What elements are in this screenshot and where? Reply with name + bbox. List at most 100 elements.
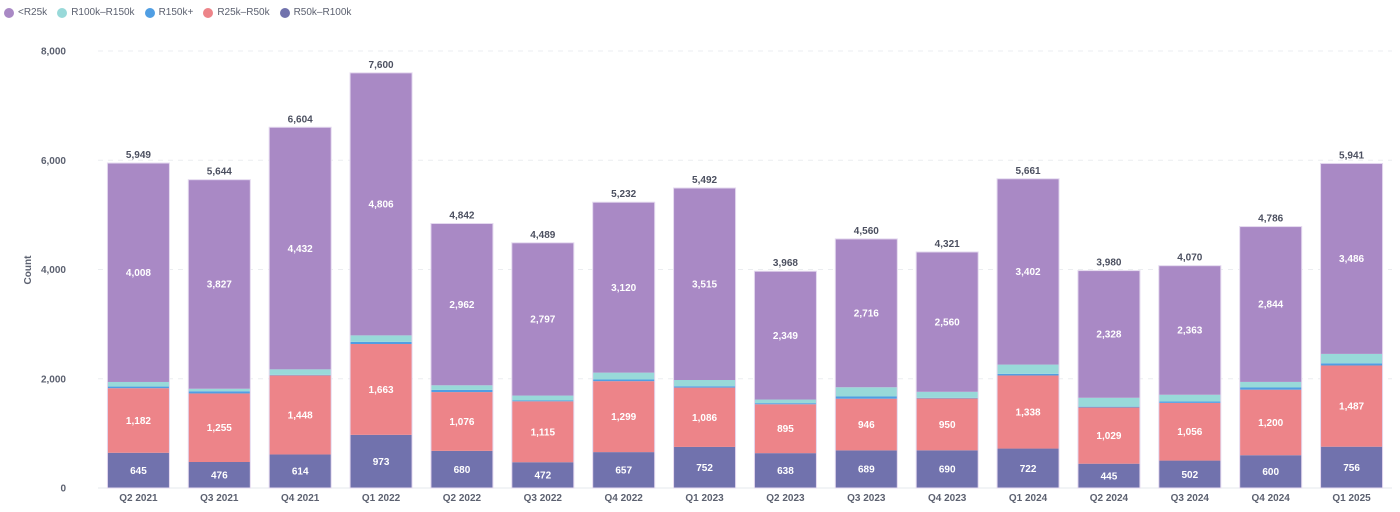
bar-segment-r50k-r100k[interactable] (1158, 460, 1221, 488)
bar-segment-r150k[interactable] (997, 373, 1060, 376)
bar-segment-r100k-r150k[interactable] (754, 399, 817, 404)
bar-segment-r100k-r150k[interactable] (1239, 381, 1302, 388)
legend-item-r150k[interactable]: R150k+ (144, 7, 194, 18)
x-tick-label: Q1 2024 (1009, 493, 1048, 504)
segment-value-label: 680 (454, 465, 471, 476)
legend-label: R150k+ (158, 7, 194, 18)
bar-segment-r150k[interactable] (107, 386, 170, 389)
bar-segment-r150k[interactable] (1077, 406, 1140, 408)
bar-segment-r150k[interactable] (754, 403, 817, 405)
bar-segment-r25k[interactable] (916, 251, 979, 392)
bar-segment-r25k[interactable] (107, 163, 170, 382)
bar-segment-r25k-r50k[interactable] (835, 398, 898, 451)
total-value-label: 5,492 (692, 175, 717, 186)
bar-segment-r50k-r100k[interactable] (1077, 463, 1140, 488)
legend-swatch (279, 7, 290, 18)
bar-segment-r25k-r50k[interactable] (1158, 402, 1221, 461)
bar-segment-r50k-r100k[interactable] (835, 450, 898, 488)
bar-segment-r25k[interactable] (835, 238, 898, 388)
bar-segment-r50k-r100k[interactable] (916, 450, 979, 488)
bar-segment-r100k-r150k[interactable] (997, 364, 1060, 374)
bar-segment-r25k-r50k[interactable] (1077, 407, 1140, 464)
bar-segment-r50k-r100k[interactable] (350, 434, 413, 488)
legend-item-r25k-r50k[interactable]: R25k–R50k (203, 7, 270, 18)
x-tick-label: Q4 2024 (1252, 493, 1291, 504)
bar-segment-r50k-r100k[interactable] (754, 453, 817, 488)
legend-label: R25k–R50k (217, 7, 270, 18)
bar-segment-r50k-r100k[interactable] (1239, 455, 1302, 488)
bar-segment-r150k[interactable] (1158, 401, 1221, 403)
bar-segment-r25k[interactable] (188, 179, 251, 389)
bar-segment-r150k[interactable] (673, 386, 736, 388)
x-tick-label: Q1 2022 (362, 493, 401, 504)
bar-segment-r25k-r50k[interactable] (107, 388, 170, 453)
bar-segment-r100k-r150k[interactable] (592, 372, 655, 380)
bar-segment-r150k[interactable] (916, 397, 979, 399)
bar-segment-r25k[interactable] (754, 271, 817, 400)
bar-segment-r25k-r50k[interactable] (673, 387, 736, 447)
y-tick-label: 4,000 (41, 265, 66, 276)
bar-segment-r100k-r150k[interactable] (835, 387, 898, 397)
bar-segment-r25k-r50k[interactable] (430, 392, 493, 451)
bar-segment-r150k[interactable] (511, 400, 574, 402)
bar-segment-r150k[interactable] (188, 391, 251, 394)
legend-item-r100k-r150k[interactable]: R100k–R150k (57, 7, 135, 18)
bar-segment-r100k-r150k[interactable] (1077, 397, 1140, 407)
bar-segment-r50k-r100k[interactable] (673, 446, 736, 488)
bar-segment-r25k-r50k[interactable] (916, 398, 979, 451)
bar-segment-r50k-r100k[interactable] (269, 454, 332, 488)
total-value-label: 6,604 (288, 114, 313, 125)
bar-segment-r25k-r50k[interactable] (269, 375, 332, 455)
y-tick-label: 8,000 (41, 47, 66, 58)
bar-segment-r100k-r150k[interactable] (107, 381, 170, 387)
bar-segment-r50k-r100k[interactable] (592, 452, 655, 488)
bar-segment-r25k-r50k[interactable] (511, 401, 574, 463)
bar-segment-r25k[interactable] (673, 187, 736, 381)
bar-segment-r25k[interactable] (350, 72, 413, 336)
bar-segment-r25k-r50k[interactable] (997, 375, 1060, 449)
legend-item-r25k[interactable]: <R25k (4, 7, 47, 18)
bar-segment-r100k-r150k[interactable] (1320, 353, 1383, 364)
bar-segment-r25k-r50k[interactable] (188, 393, 251, 462)
bar-segment-r25k[interactable] (997, 178, 1060, 365)
bar-segment-r150k[interactable] (1320, 363, 1383, 366)
bar-segment-r50k-r100k[interactable] (430, 450, 493, 488)
bar-segment-r25k[interactable] (269, 127, 332, 370)
bar-segment-r150k[interactable] (835, 396, 898, 399)
bar-segment-r100k-r150k[interactable] (269, 369, 332, 375)
bar-segment-r100k-r150k[interactable] (916, 391, 979, 398)
bar-segment-r25k[interactable] (1239, 226, 1302, 382)
bar-segment-r25k-r50k[interactable] (350, 344, 413, 435)
bar-segment-r150k[interactable] (592, 379, 655, 382)
bar-segment-r100k-r150k[interactable] (430, 385, 493, 390)
bar-segment-r100k-r150k[interactable] (511, 395, 574, 401)
bar-segment-r25k-r50k[interactable] (1239, 389, 1302, 456)
bar-segment-r25k-r50k[interactable] (754, 404, 817, 454)
bar-segment-r100k-r150k[interactable] (1158, 394, 1221, 402)
bar-segment-r50k-r100k[interactable] (997, 448, 1060, 488)
bar-segment-r25k[interactable] (511, 242, 574, 396)
bar-segment-r150k[interactable] (430, 389, 493, 393)
bar-segment-r50k-r100k[interactable] (188, 461, 251, 488)
bar-segment-r50k-r100k[interactable] (511, 462, 574, 488)
bar-segment-r25k[interactable] (592, 202, 655, 373)
bar-segment-r150k[interactable] (350, 341, 413, 345)
segment-value-label: 689 (858, 465, 875, 476)
bar-segment-r150k[interactable] (1239, 387, 1302, 390)
bar-segment-r50k-r100k[interactable] (107, 452, 170, 488)
bar-segment-r25k[interactable] (430, 223, 493, 386)
bar-segment-r150k[interactable] (269, 374, 332, 376)
bar-segment-r100k-r150k[interactable] (673, 380, 736, 387)
bar-segment-r25k[interactable] (1320, 163, 1383, 354)
bar-outline (753, 270, 817, 489)
bar-segment-r100k-r150k[interactable] (350, 335, 413, 342)
bar-segment-r25k[interactable] (1077, 270, 1140, 398)
bar-segment-r25k[interactable] (1158, 265, 1221, 395)
bar-segment-r25k-r50k[interactable] (1320, 365, 1383, 447)
segment-value-label: 4,432 (288, 244, 313, 255)
bar-segment-r100k-r150k[interactable] (188, 388, 251, 392)
bar-segment-r25k-r50k[interactable] (592, 381, 655, 453)
legend-item-r50k-r100k[interactable]: R50k–R100k (279, 7, 351, 18)
bar-segment-r50k-r100k[interactable] (1320, 446, 1383, 488)
